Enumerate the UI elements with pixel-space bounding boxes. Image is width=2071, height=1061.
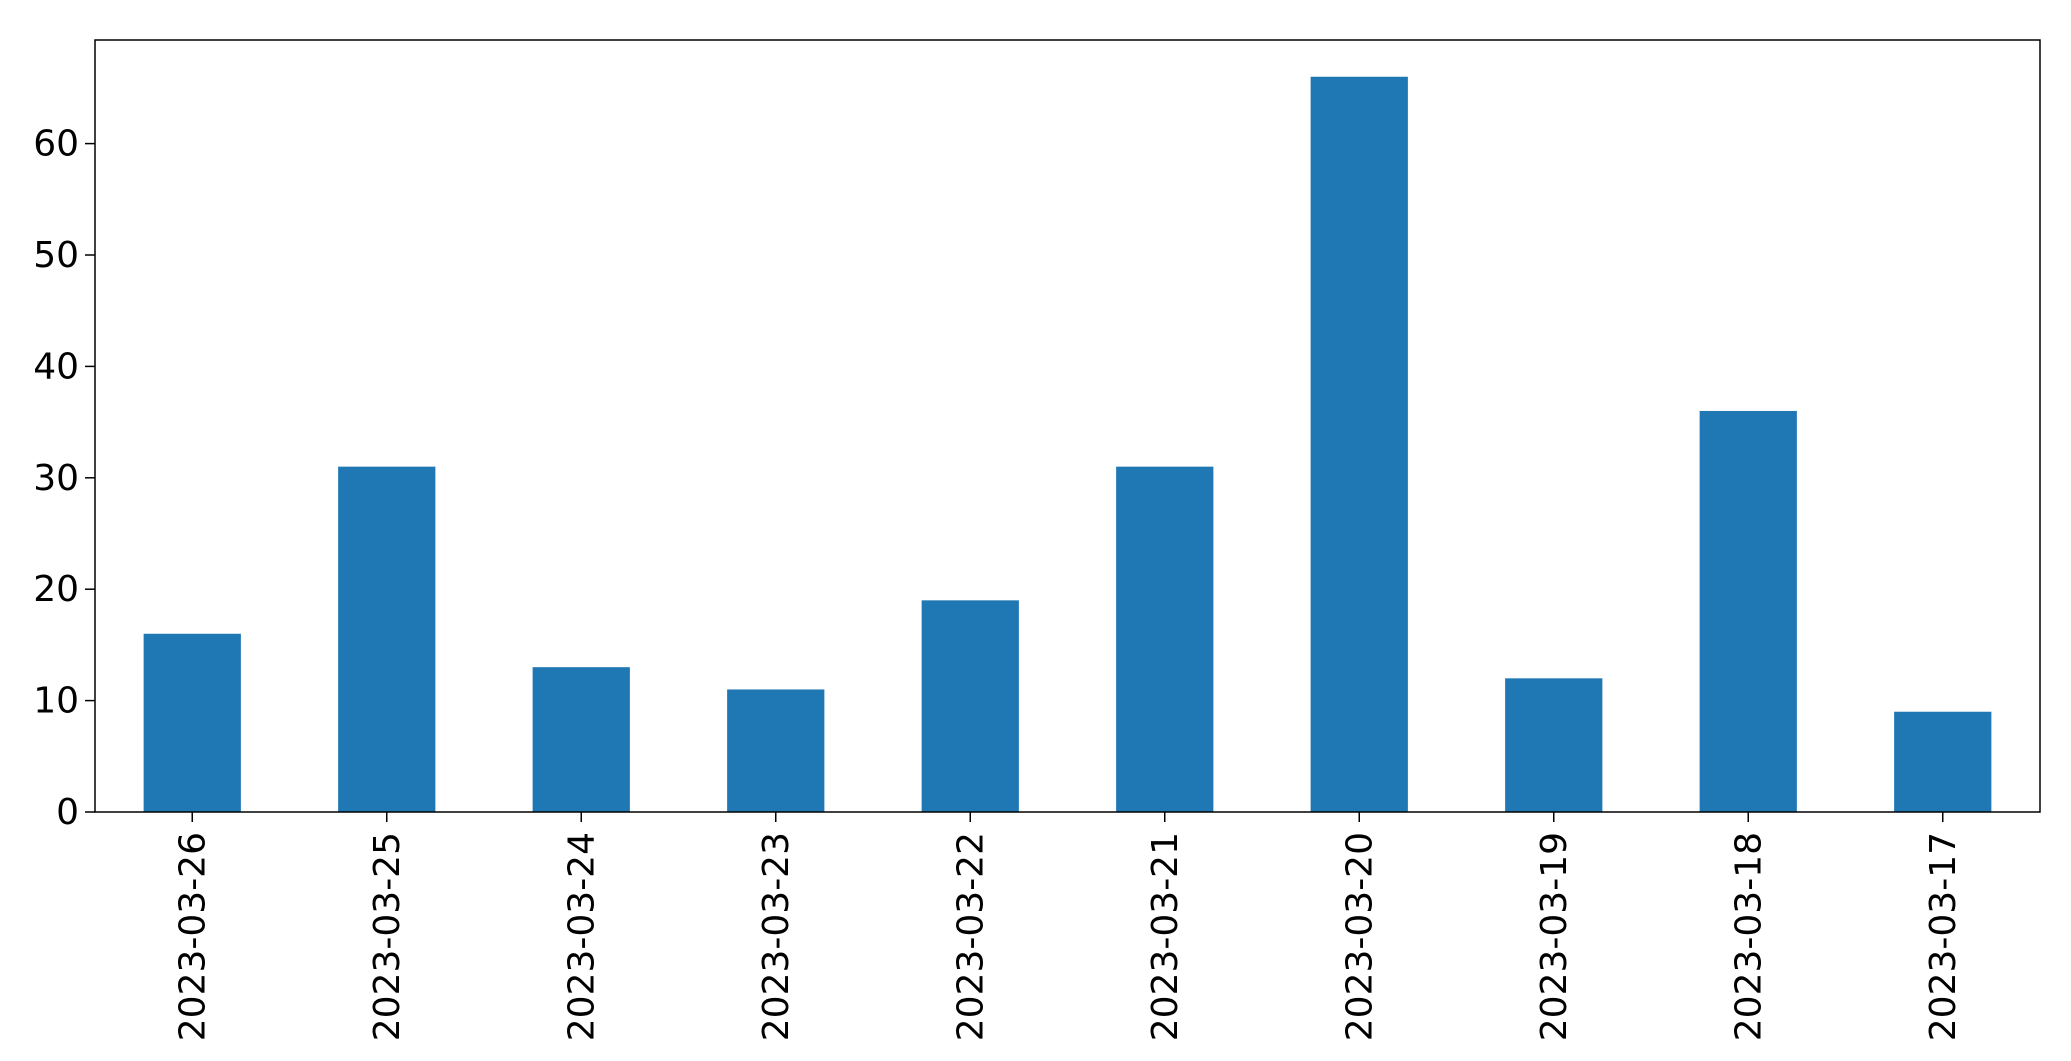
y-tick-label: 30 xyxy=(33,458,79,499)
bar-2023-03-20 xyxy=(1310,76,1408,812)
y-tick-label: 40 xyxy=(33,346,79,387)
y-tick-label: 0 xyxy=(56,792,79,833)
x-axis: 2023-03-26 2023-03-25 2023-03-24 2023-03-23… xyxy=(172,812,1964,1041)
bar-2023-03-22 xyxy=(921,600,1019,812)
y-axis: 0 10 20 30 40 50 60 xyxy=(33,124,95,833)
x-tick-label: 2023-03-26 xyxy=(172,832,213,1041)
y-tick-label: 10 xyxy=(33,681,79,722)
bar-2023-03-24 xyxy=(532,667,630,812)
x-tick-label: 2023-03-18 xyxy=(1728,832,1769,1041)
bar-2023-03-26 xyxy=(143,633,241,812)
x-tick-label: 2023-03-25 xyxy=(367,832,408,1041)
bar-2023-03-25 xyxy=(338,466,436,812)
y-tick-label: 50 xyxy=(33,235,79,276)
y-tick-label: 20 xyxy=(33,569,79,610)
bar-2023-03-17 xyxy=(1894,711,1992,812)
bars-group xyxy=(143,76,1992,812)
x-tick-label: 2023-03-23 xyxy=(756,832,797,1041)
x-tick-label: 2023-03-21 xyxy=(1145,832,1186,1041)
x-tick-label: 2023-03-22 xyxy=(950,832,991,1041)
bar-2023-03-23 xyxy=(727,689,825,812)
x-tick-label: 2023-03-20 xyxy=(1339,832,1380,1041)
x-tick-label: 2023-03-19 xyxy=(1534,832,1575,1041)
y-tick-label: 60 xyxy=(33,124,79,165)
x-tick-label: 2023-03-24 xyxy=(561,832,602,1041)
bar-2023-03-19 xyxy=(1505,678,1603,812)
plot-frame xyxy=(94,39,2041,813)
x-tick-label: 2023-03-17 xyxy=(1923,832,1964,1041)
bar-2023-03-21 xyxy=(1116,466,1214,812)
bar-2023-03-18 xyxy=(1699,410,1797,812)
